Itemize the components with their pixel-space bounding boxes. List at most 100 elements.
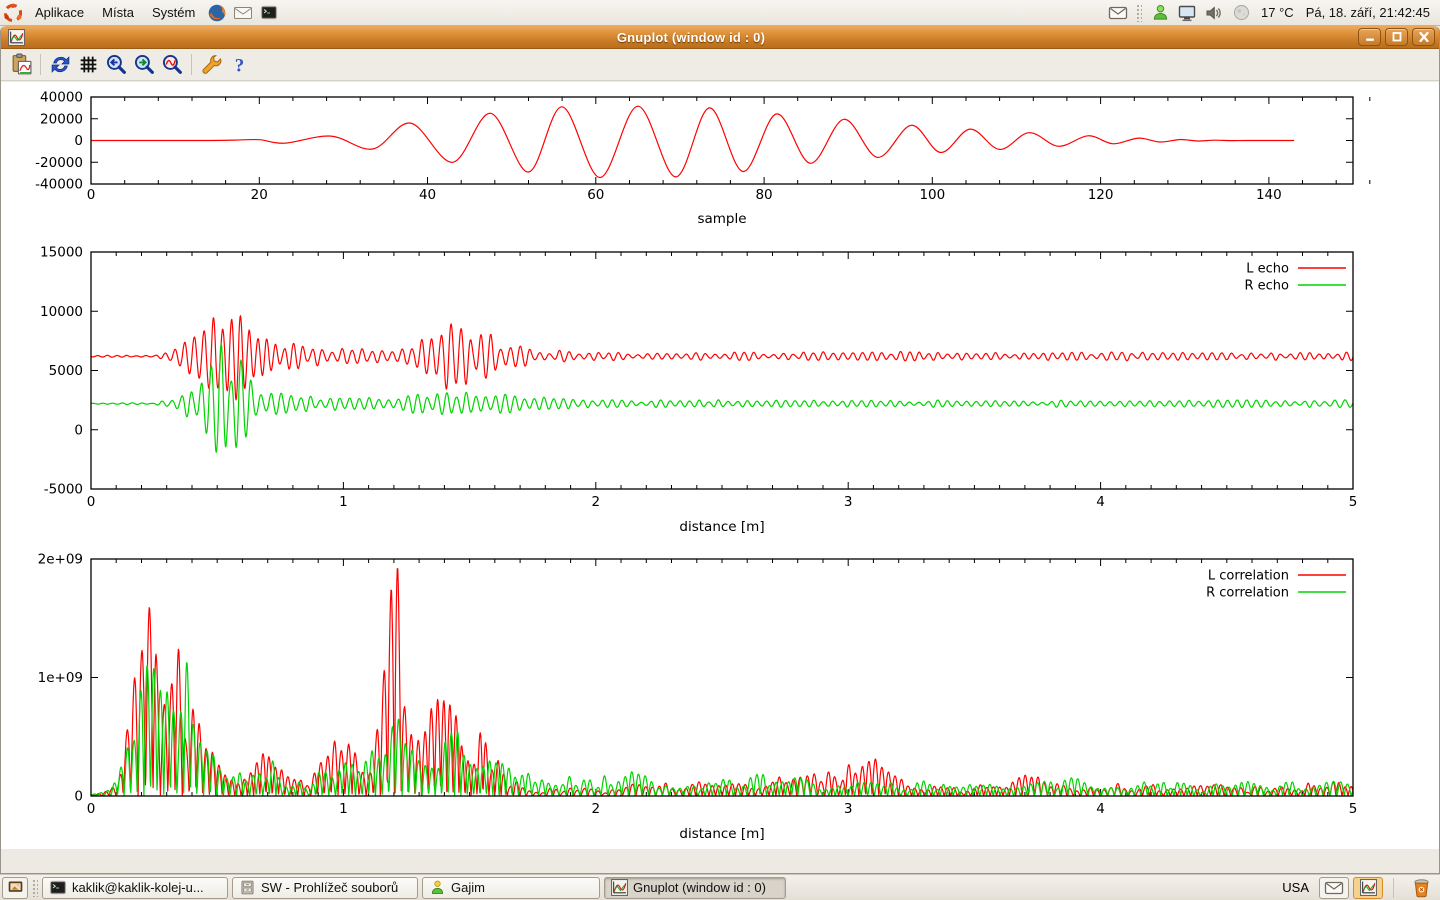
plots-svg: 0 20 40 60 80 100 120 140-40000-200000200004000… [35, 90, 1371, 843]
terminal-launcher[interactable] [258, 2, 280, 24]
minimize-icon [1365, 38, 1374, 41]
menu-applications[interactable]: Aplikace [35, 5, 85, 20]
terminal-icon [261, 5, 278, 19]
copy-button[interactable] [7, 51, 35, 78]
y-tick-label: -40000 [35, 177, 83, 193]
x-tick-label: 60 [587, 187, 604, 203]
file-manager-icon [241, 880, 254, 895]
series-L-echo [90, 315, 1354, 401]
y-tick-label: 0 [74, 133, 83, 149]
y-tick-label: 2e+09 [38, 552, 83, 568]
zoom-icon [162, 54, 182, 74]
zoom-next-button[interactable] [130, 51, 158, 78]
mail-icon [234, 6, 253, 19]
mail-tray-icon [1324, 881, 1344, 894]
replot-button[interactable] [46, 51, 74, 78]
clock[interactable]: Pá, 18. září, 21:42:45 [1305, 5, 1430, 20]
gnuplot-icon [8, 28, 25, 46]
user-switcher-icon [1153, 4, 1167, 20]
plot-border [90, 251, 1354, 490]
menu-places[interactable]: Místa [102, 5, 134, 20]
weather-applet[interactable] [1231, 2, 1251, 24]
task-button-terminal[interactable]: kaklik@kaklik-kolej-u... [42, 876, 228, 899]
x-axis-label: sample [697, 211, 746, 227]
close-button[interactable] [1412, 28, 1435, 46]
x-axis-label: distance [m] [679, 519, 764, 535]
task-label: Gnuplot (window id : 0) [633, 880, 766, 895]
x-tick-label: 4 [1096, 801, 1105, 817]
x-tick-label: 5 [1349, 494, 1358, 510]
zoom-next-icon [134, 54, 154, 74]
axis-ticks [90, 251, 1354, 490]
zoom-button[interactable] [158, 51, 186, 78]
series-signal [91, 105, 1295, 179]
trash-applet[interactable] [1404, 876, 1438, 900]
axis-ticks [90, 558, 1354, 797]
maximize-button[interactable] [1385, 28, 1408, 46]
grid-icon [80, 56, 96, 73]
task-label: kaklik@kaklik-kolej-u... [72, 880, 204, 895]
axis-ticks [90, 96, 1371, 185]
window-titlebar[interactable]: Gnuplot (window id : 0) [1, 26, 1439, 49]
weather-icon [1233, 4, 1249, 21]
x-tick-label: 140 [1256, 187, 1282, 203]
series-L-correlation [90, 567, 1354, 797]
x-tick-label: 0 [87, 801, 96, 817]
toolbar-separator [40, 54, 41, 75]
display-applet[interactable] [1177, 2, 1197, 24]
series-R-correlation [90, 662, 1354, 797]
plot-border [90, 96, 1354, 185]
task-button-gajim[interactable]: Gajim [422, 876, 600, 899]
show-desktop-button[interactable] [2, 876, 28, 899]
help-button[interactable]: ? [225, 51, 253, 78]
x-tick-label: 40 [419, 187, 436, 203]
applet-drag-handle[interactable] [1136, 3, 1143, 22]
legend-label: L echo [1246, 262, 1289, 277]
x-tick-label: 80 [755, 187, 772, 203]
mail-launcher[interactable] [232, 2, 254, 24]
x-tick-label: 20 [251, 187, 268, 203]
grid-button[interactable] [74, 51, 102, 78]
y-tick-label: -5000 [44, 482, 83, 498]
gnuplot-window-icon [8, 28, 25, 46]
x-axis-label: distance [m] [679, 826, 764, 842]
firefox-launcher[interactable] [206, 2, 228, 24]
gnuplot-tray-button[interactable] [1353, 876, 1383, 899]
task-label: SW - Prohlížeč souborů [261, 880, 399, 895]
x-tick-label: 5 [1349, 801, 1358, 817]
mail-tray-button[interactable] [1319, 876, 1349, 899]
settings-button[interactable] [197, 51, 225, 78]
settings-icon [201, 55, 221, 74]
legend-label: R correlation [1206, 586, 1289, 601]
x-tick-label: 0 [87, 494, 96, 510]
window-title: Gnuplot (window id : 0) [616, 29, 766, 45]
trash-icon [1413, 879, 1429, 898]
y-tick-label: 20000 [40, 111, 83, 127]
user-switcher-applet[interactable] [1150, 2, 1170, 24]
mail-notification-icon [1108, 6, 1128, 19]
volume-applet[interactable] [1204, 2, 1224, 24]
keyboard-layout-indicator[interactable]: USA [1282, 880, 1309, 895]
y-tick-label: 5000 [49, 363, 83, 379]
x-tick-label: 120 [1088, 187, 1114, 203]
menu-system[interactable]: Systém [151, 5, 196, 20]
close-icon [1418, 32, 1429, 42]
taskbar-tray: USA [1278, 876, 1438, 900]
y-tick-label: 0 [74, 422, 83, 438]
x-tick-label: 1 [339, 494, 348, 510]
task-button-gnuplot[interactable]: Gnuplot (window id : 0) [604, 876, 786, 899]
task-button-file-manager[interactable]: SW - Prohlížeč souborů [232, 876, 418, 899]
tray-separator [1393, 877, 1394, 898]
panel-drag-handle[interactable] [32, 878, 38, 897]
legend-label: L correlation [1208, 569, 1289, 584]
plot-1: 0 20 40 60 80 100 120 140-40000-200000200004000… [35, 90, 1371, 227]
gnuplot-tray-icon [1359, 879, 1377, 896]
temperature-indicator[interactable]: 17 °C [1261, 5, 1294, 20]
plot-border [90, 558, 1354, 797]
plot-3: 0 1 2 3 4 5 0 1e+09 2e+09 distance [m] L correlati… [38, 552, 1358, 843]
mail-notification-applet[interactable] [1108, 2, 1128, 24]
zoom-previous-button[interactable] [102, 51, 130, 78]
ubuntu-menu-icon[interactable] [2, 2, 24, 24]
minimize-button[interactable] [1358, 28, 1381, 46]
plot-canvas[interactable]: 0 20 40 60 80 100 120 140 -40000 -20000 0 20000 4000… [1, 82, 1439, 849]
